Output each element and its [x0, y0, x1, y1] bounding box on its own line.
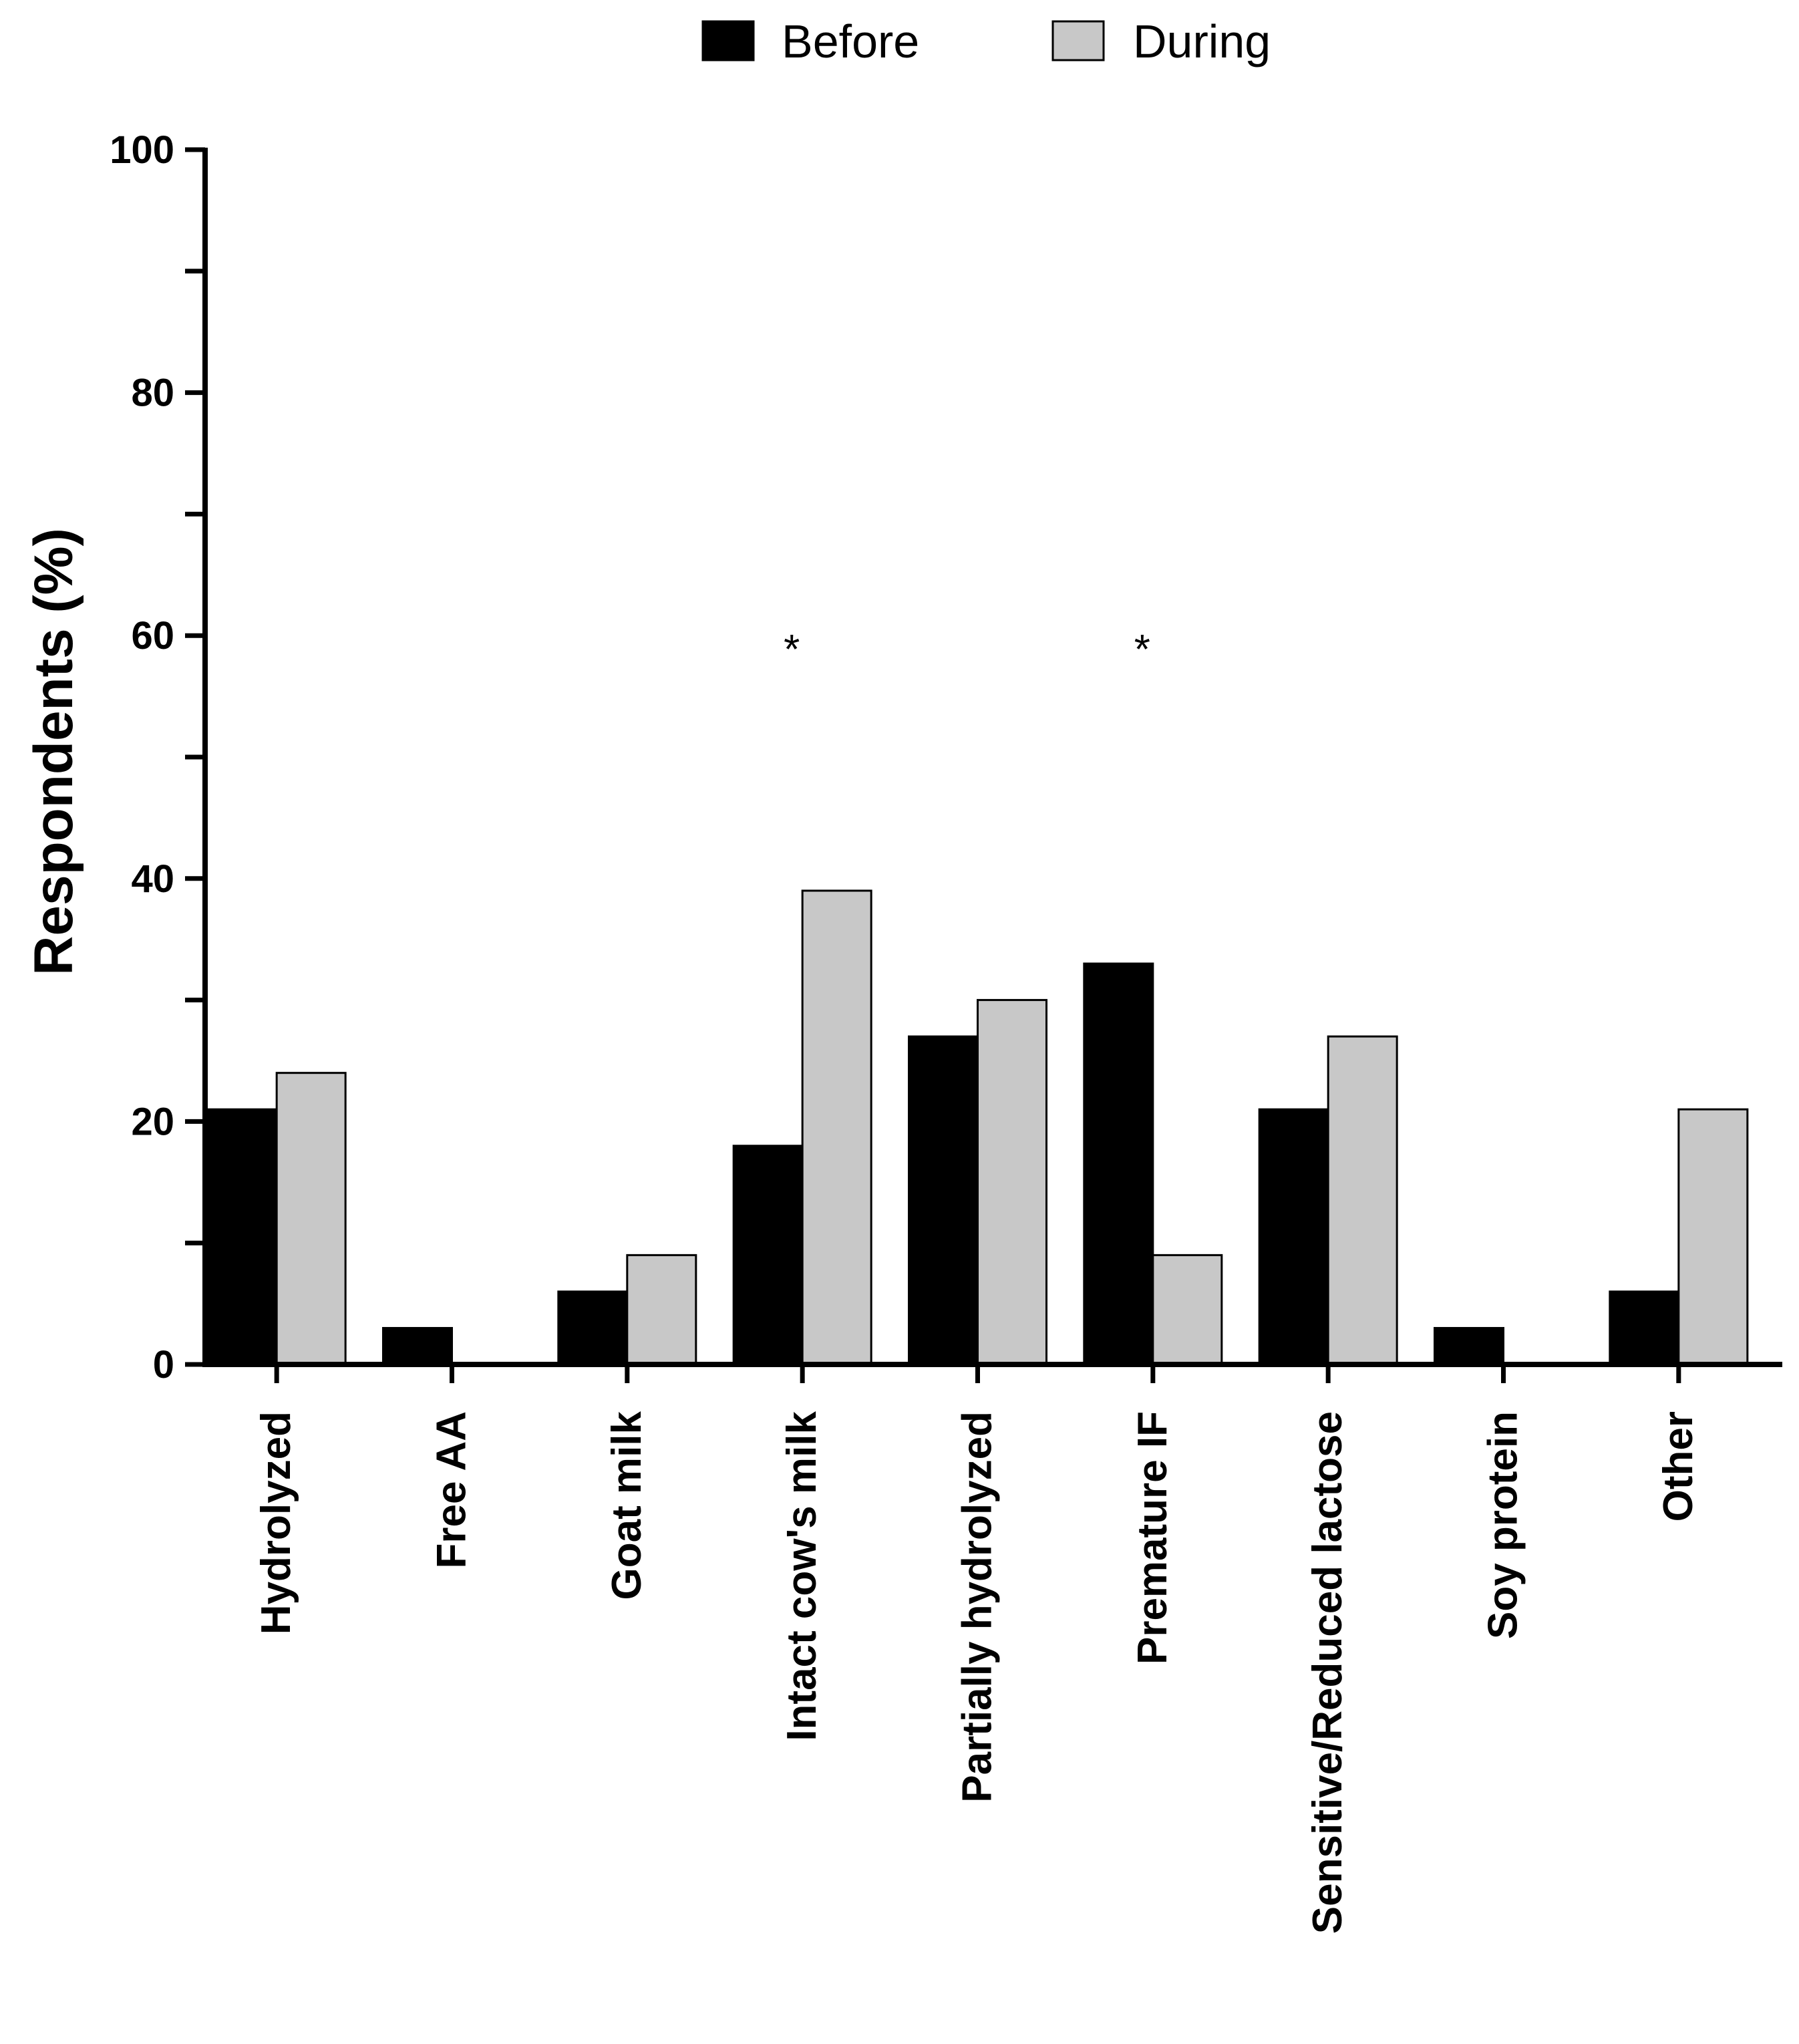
bar-before-4 — [908, 1035, 979, 1366]
bar-before-0 — [206, 1108, 278, 1366]
x-tick-label-1: Free AA — [429, 1411, 475, 1568]
y-tick-label-20: 20 — [131, 1100, 174, 1143]
bar-during-5 — [1152, 1254, 1223, 1366]
significance-marker-0: * — [784, 627, 800, 673]
bar-during-4 — [977, 999, 1047, 1366]
bar-before-6 — [1258, 1108, 1329, 1366]
bar-before-5 — [1083, 962, 1154, 1366]
annotations-group: * * — [784, 627, 1150, 673]
y-tick-label-100: 100 — [110, 128, 174, 172]
y-tick-label-60: 60 — [131, 614, 174, 658]
bar-before-8 — [1609, 1290, 1680, 1366]
significance-marker-1: * — [1134, 627, 1150, 673]
legend-label-during: During — [1133, 15, 1271, 67]
legend-swatch-before — [701, 20, 755, 61]
legend-swatch-during — [1051, 20, 1105, 61]
x-tick-label-7: Soy protein — [1480, 1411, 1526, 1639]
bar-before-3 — [732, 1145, 804, 1366]
bar-during-3 — [801, 889, 872, 1366]
bars-group — [206, 889, 1749, 1366]
bar-during-0 — [275, 1072, 347, 1366]
legend-label-before: Before — [782, 15, 919, 67]
bar-before-7 — [1434, 1326, 1504, 1366]
y-tick-label-80: 80 — [131, 372, 174, 415]
x-tick-label-2: Goat milk — [604, 1411, 650, 1600]
bar-during-2 — [626, 1254, 697, 1366]
x-axis: Hydrolyzed Free AA Goat milk Intact cow's m… — [202, 1362, 1782, 1934]
y-tick-label-0: 0 — [153, 1343, 174, 1386]
y-tick-label-40: 40 — [131, 857, 174, 901]
bar-during-6 — [1327, 1035, 1398, 1366]
y-axis: 0 20 40 60 80 100 — [110, 128, 208, 1386]
y-axis-title: Respondents (%) — [23, 528, 84, 976]
bar-before-2 — [557, 1290, 629, 1366]
bar-during-8 — [1677, 1108, 1749, 1366]
x-tick-label-3: Intact cow's milk — [779, 1411, 825, 1741]
x-tick-label-6: Sensitive/Reduced lactose — [1305, 1411, 1351, 1934]
x-tick-label-8: Other — [1655, 1411, 1701, 1521]
x-tick-label-5: Premature IF — [1130, 1411, 1176, 1664]
legend: Before During — [701, 15, 1271, 67]
x-tick-label-4: Partially hydrolyzed — [955, 1411, 1001, 1803]
bar-before-1 — [382, 1326, 453, 1366]
x-tick-label-0: Hydrolyzed — [253, 1411, 299, 1634]
